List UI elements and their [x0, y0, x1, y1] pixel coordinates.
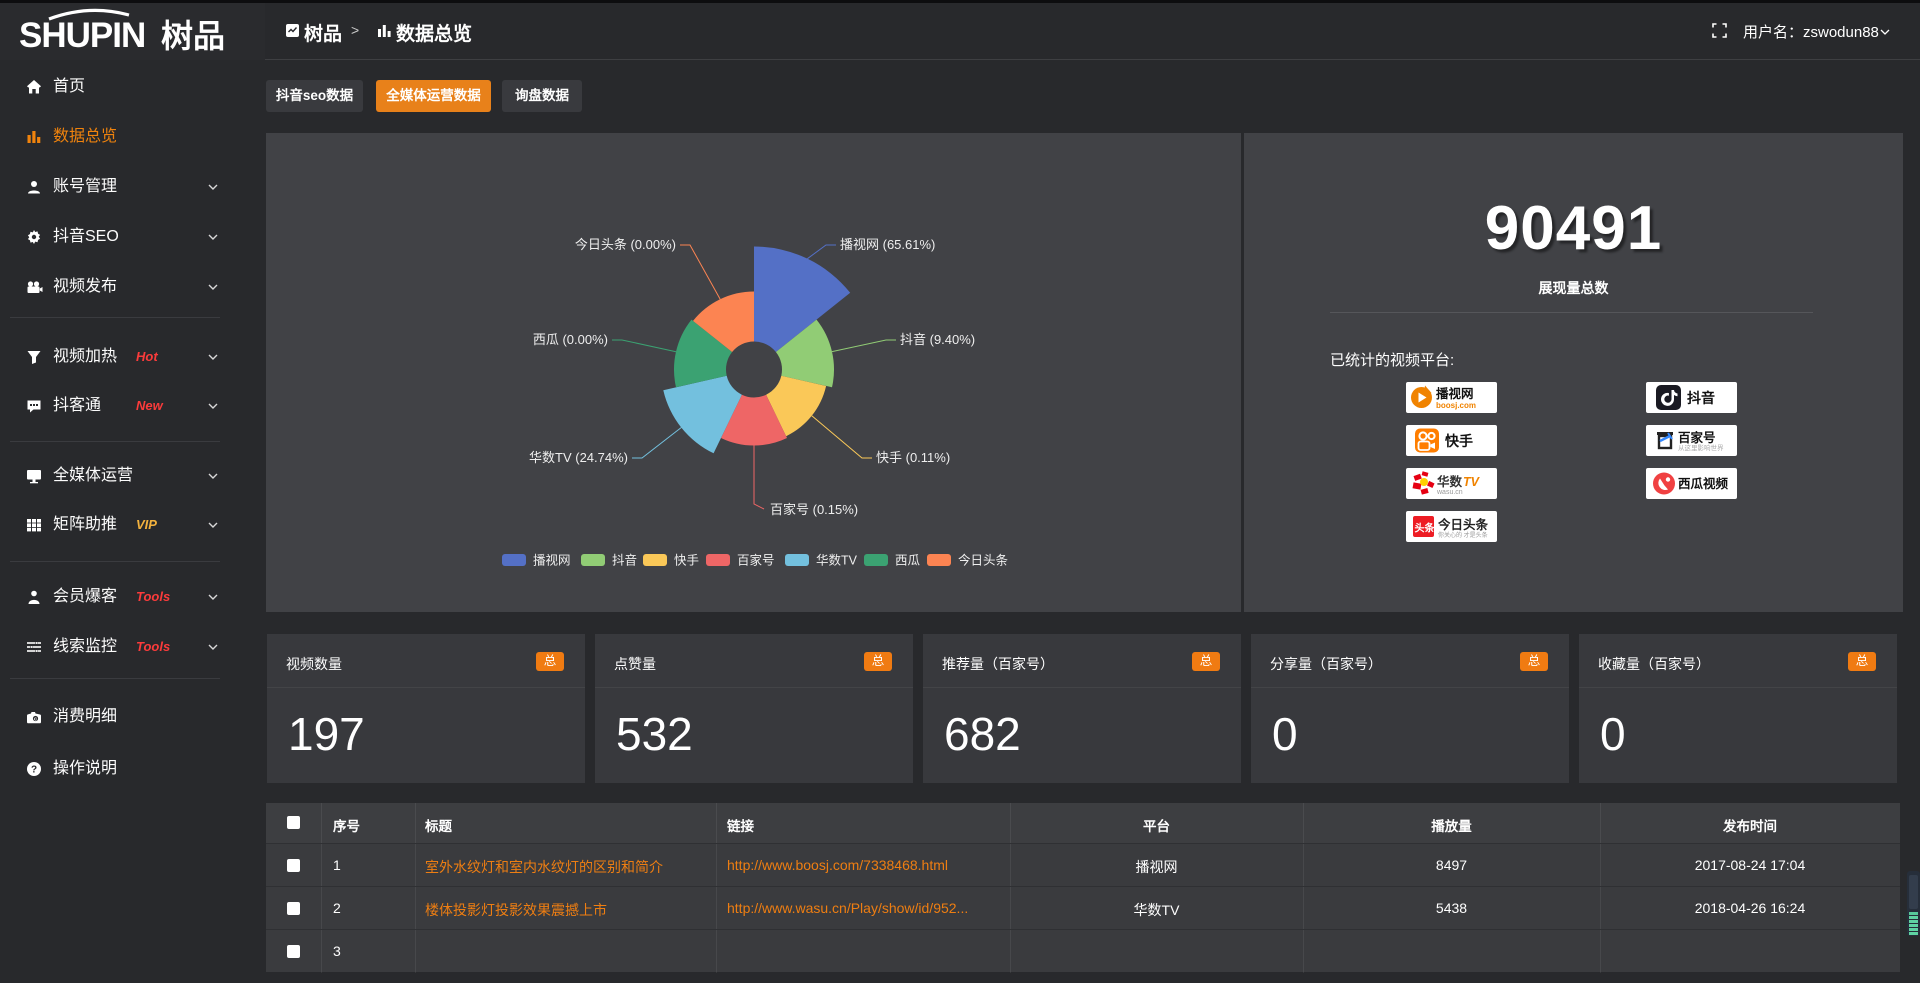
svg-text:华数: 华数	[1437, 474, 1463, 489]
svg-text:你关心的 才是头条: 你关心的 才是头条	[1438, 531, 1488, 539]
svg-text:西瓜: 西瓜	[895, 554, 921, 568]
svg-text:百家号: 百家号	[1678, 430, 1716, 445]
svg-text:今日头条 (0.00%): 今日头条 (0.00%)	[575, 237, 676, 252]
svg-text:西瓜 (0.00%): 西瓜 (0.00%)	[533, 332, 608, 347]
svg-text:华数TV (24.74%): 华数TV (24.74%)	[529, 450, 628, 465]
svg-text:wasu.cn: wasu.cn	[1436, 489, 1463, 496]
svg-text:快手 (0.11%): 快手 (0.11%)	[876, 450, 950, 465]
svg-text:头条: 头条	[1415, 522, 1436, 535]
svg-text:播视网: 播视网	[533, 553, 571, 568]
svg-text:今日头条: 今日头条	[1437, 517, 1489, 532]
svg-text:?: ?	[31, 765, 37, 776]
svg-text:boosj.com: boosj.com	[1436, 401, 1476, 410]
svg-text:播视网: 播视网	[1436, 386, 1474, 401]
svg-text:抖音: 抖音	[612, 553, 637, 568]
svg-text:华数TV: 华数TV	[816, 553, 858, 568]
svg-text:树品: 树品	[161, 18, 225, 54]
svg-text:播视网 (65.61%): 播视网 (65.61%)	[840, 237, 935, 252]
svg-text:今日头条: 今日头条	[958, 553, 1009, 568]
svg-text:抖音 (9.40%): 抖音 (9.40%)	[900, 332, 975, 347]
svg-text:百家号: 百家号	[737, 553, 775, 568]
svg-text:抖音: 抖音	[1687, 390, 1715, 406]
svg-text:百家号 (0.15%): 百家号 (0.15%)	[770, 502, 858, 517]
svg-text:TV: TV	[1463, 475, 1481, 489]
svg-text:c: c	[34, 717, 37, 723]
svg-text:快手: 快手	[1445, 433, 1473, 449]
svg-text:从这里影响世界: 从这里影响世界	[1678, 443, 1724, 452]
svg-text:西瓜视频: 西瓜视频	[1678, 476, 1729, 491]
svg-text:SHUPIN: SHUPIN	[19, 16, 145, 55]
svg-text:快手: 快手	[674, 554, 699, 568]
